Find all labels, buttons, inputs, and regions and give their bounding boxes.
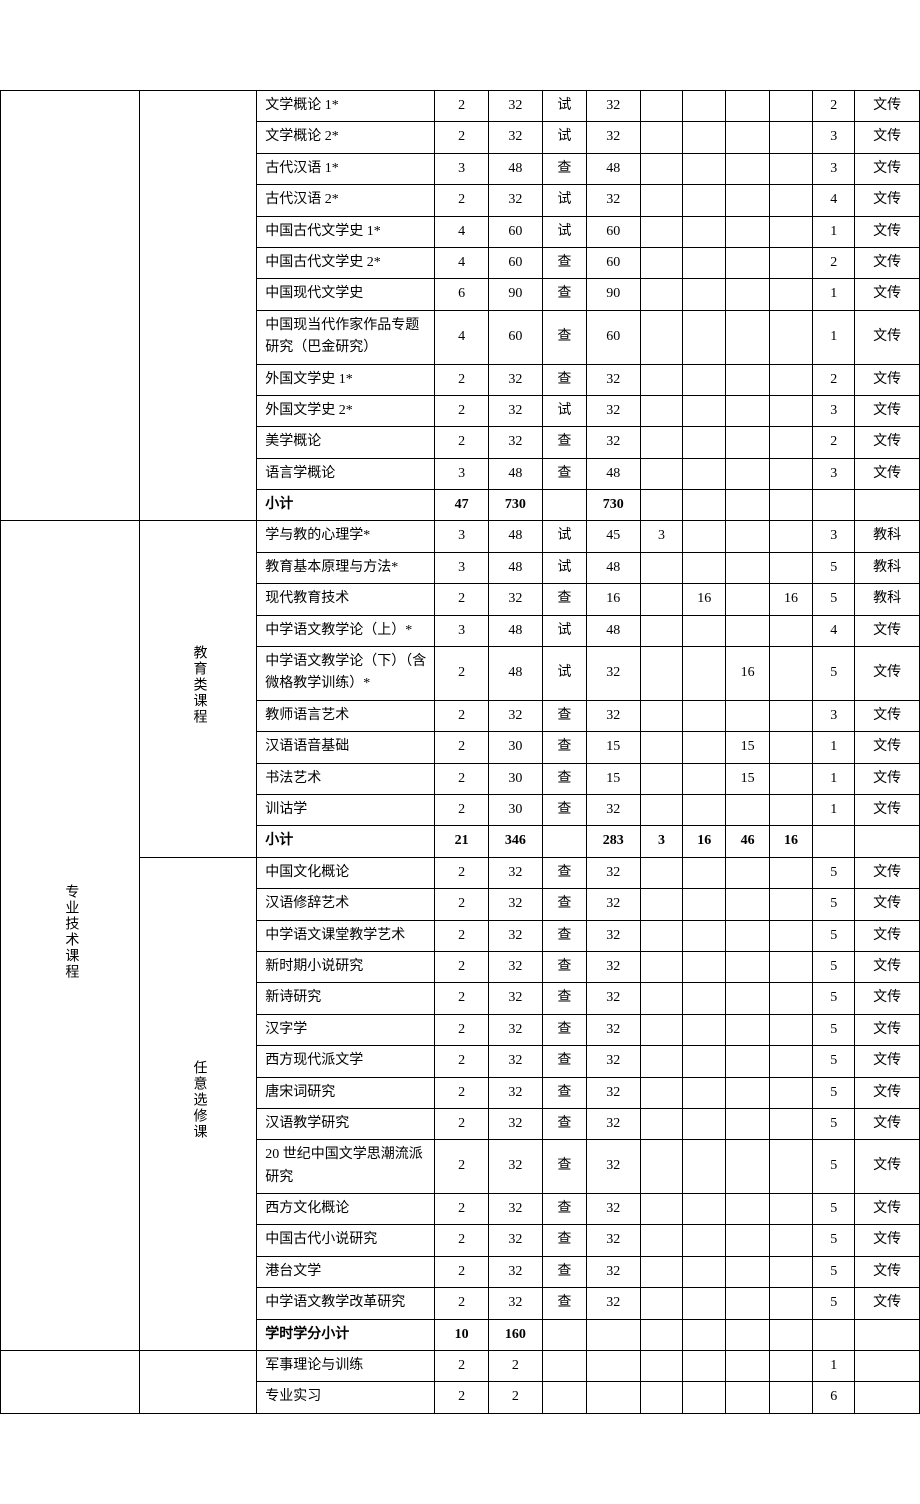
table-row: 专业技术课程教育类课程学与教的心理学*348试4533教科: [1, 521, 920, 552]
group-edu: 教育类课程: [140, 521, 257, 857]
table-row: 军事理论与训练221: [1, 1351, 920, 1382]
table-row: 文学概论 1*232试322文传: [1, 91, 920, 122]
group-profession: 专业技术课程: [1, 521, 140, 1351]
curriculum-table: 文学概论 1*232试322文传文学概论 2*232试323文传古代汉语 1*3…: [0, 90, 920, 1414]
group-elective: 任意选修课: [140, 857, 257, 1350]
